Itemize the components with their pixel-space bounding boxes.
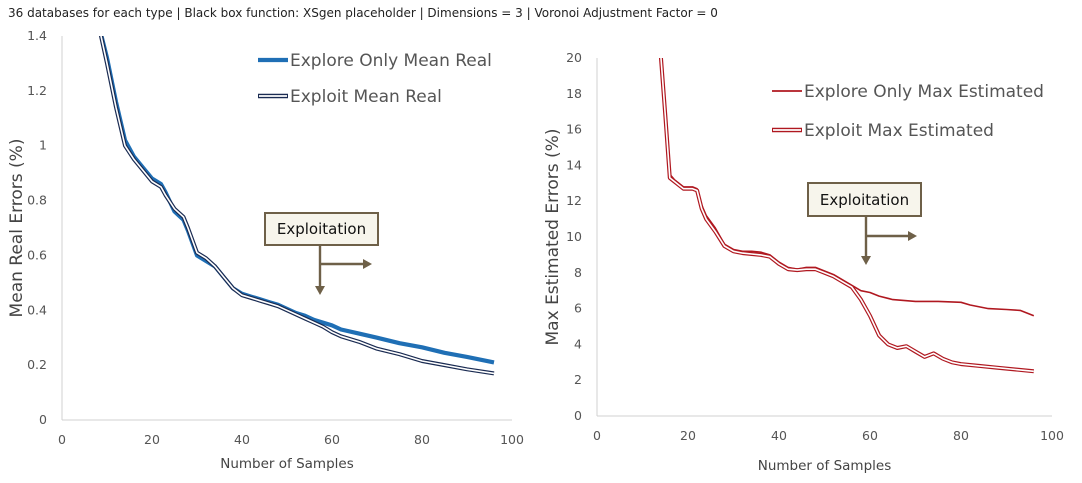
y-tick-label: 4 <box>574 336 582 351</box>
y-axis-title: Mean Real Errors (%) <box>7 139 27 318</box>
x-tick-label: 60 <box>324 432 340 447</box>
y-tick-label: 14 <box>566 157 582 172</box>
legend-label: Explore Only Max Estimated <box>804 82 1044 102</box>
x-axis-title: Number of Samples <box>758 458 891 474</box>
y-tick-label: 16 <box>566 122 582 137</box>
x-axis-title: Number of Samples <box>220 456 353 472</box>
y-tick-label: 0.8 <box>27 193 47 208</box>
x-tick-label: 60 <box>862 428 878 443</box>
x-tick-label: 20 <box>144 432 160 447</box>
legend-label: Exploit Mean Real <box>290 87 442 107</box>
exploitation-annotation: Exploitation <box>264 212 379 295</box>
down-arrow-head <box>861 256 871 265</box>
chart-1: 0 20 40 60 80 100 0 0.2 0.4 0.6 0.8 1 1.2 1.4 Number o… <box>7 28 524 472</box>
legend-entry-1: Explore Only Max Estimated <box>772 82 1044 102</box>
y-tick-label: 2 <box>574 372 582 387</box>
y-tick-label: 0.2 <box>27 357 47 372</box>
x-tick-label: 80 <box>414 432 430 447</box>
y-tick-label: 20 <box>566 50 582 65</box>
plot-area <box>658 58 1035 374</box>
annotation-label: Exploitation <box>277 220 366 238</box>
annotation-box <box>807 182 922 217</box>
legend-entry-2: Exploit Max Estimated <box>772 121 994 141</box>
y-tick-label: 0.6 <box>27 247 47 262</box>
x-tick-label: 80 <box>953 428 969 443</box>
right-arrow-head <box>908 231 917 241</box>
series-line-1 <box>99 36 495 365</box>
y-tick-label: 1.4 <box>27 28 47 43</box>
y-axis-title: Max Estimated Errors (%) <box>543 129 563 346</box>
plot-area <box>98 36 495 376</box>
y-tick-label: 1 <box>39 138 47 153</box>
y-tick-label: 1.2 <box>27 83 47 98</box>
legend-label: Explore Only Mean Real <box>290 51 492 71</box>
x-tick-label: 40 <box>771 428 787 443</box>
annotation-label: Exploitation <box>820 191 909 209</box>
annotation-box <box>264 212 379 246</box>
y-tick-label: 10 <box>566 229 582 244</box>
down-arrow-head <box>315 286 325 295</box>
y-tick-label: 0.4 <box>27 302 47 317</box>
series-line-2 <box>98 36 495 376</box>
legend-entry-1: Explore Only Mean Real <box>258 51 492 71</box>
legend-label: Exploit Max Estimated <box>804 121 994 141</box>
y-tick-label: 8 <box>574 265 582 280</box>
x-tick-label: 100 <box>1040 428 1064 443</box>
y-tick-label: 6 <box>574 301 582 316</box>
y-tick-label: 18 <box>566 86 582 101</box>
y-tick-label: 0 <box>574 408 582 423</box>
y-tick-label: 0 <box>39 412 47 427</box>
chart-2: 0 20 40 60 80 100 0 2 4 6 8 10 12 14 16 18 20 Number of S… <box>543 50 1064 474</box>
x-tick-label: 20 <box>680 428 696 443</box>
exploitation-annotation: Exploitation <box>807 182 922 265</box>
series-line-2 <box>658 58 1034 374</box>
x-tick-label: 0 <box>58 432 66 447</box>
x-tick-label: 0 <box>593 428 601 443</box>
y-tick-label: 12 <box>566 193 582 208</box>
legend-entry-2: Exploit Mean Real <box>258 87 442 107</box>
x-tick-label: 100 <box>500 432 524 447</box>
figure-header: 36 databases for each type | Black box f… <box>8 6 718 20</box>
right-arrow-head <box>363 259 372 269</box>
x-tick-label: 40 <box>234 432 250 447</box>
